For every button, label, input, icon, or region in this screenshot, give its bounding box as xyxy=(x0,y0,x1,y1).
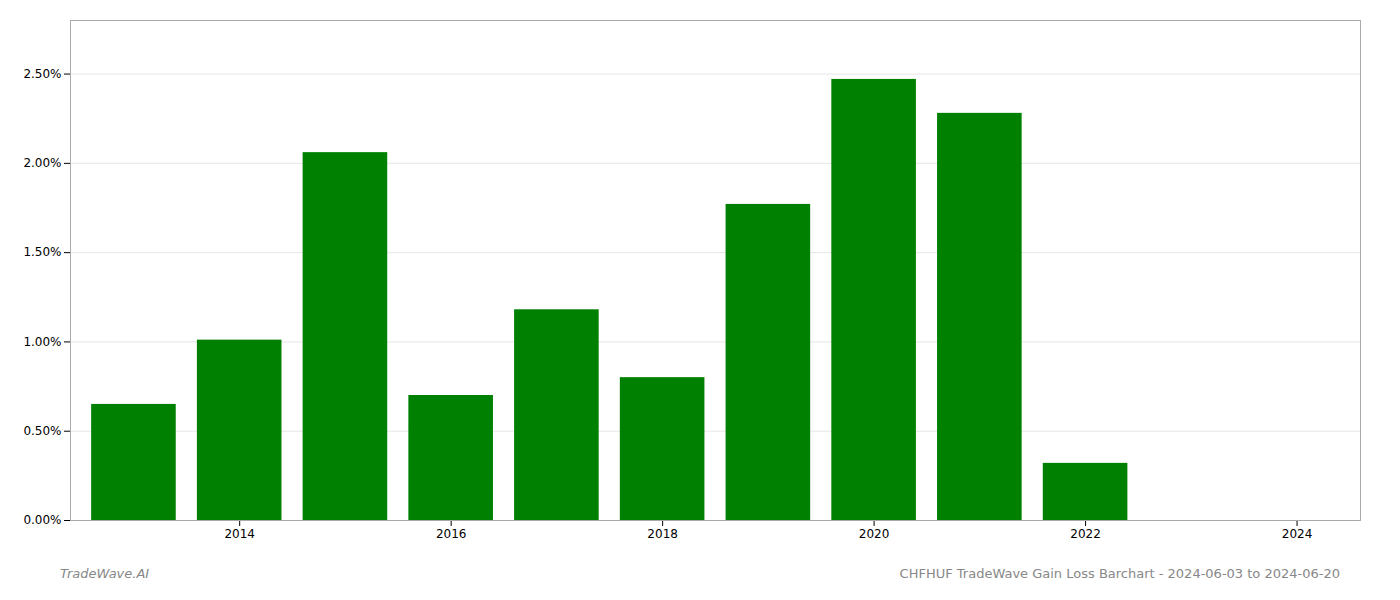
svg-text:2016: 2016 xyxy=(436,527,467,541)
svg-text:2.00%: 2.00% xyxy=(23,156,61,170)
svg-text:2018: 2018 xyxy=(647,527,678,541)
svg-text:0.00%: 0.00% xyxy=(23,513,61,527)
svg-text:0.50%: 0.50% xyxy=(23,424,61,438)
svg-text:2022: 2022 xyxy=(1070,527,1101,541)
svg-text:2020: 2020 xyxy=(859,527,890,541)
svg-text:1.00%: 1.00% xyxy=(23,335,61,349)
svg-text:2014: 2014 xyxy=(224,527,255,541)
svg-text:1.50%: 1.50% xyxy=(23,245,61,259)
svg-text:2024: 2024 xyxy=(1282,527,1313,541)
html-text:CHFHUF TradeWave Gain Loss Bar: CHFHUF TradeWave Gain Loss Barchart - 20… xyxy=(899,566,1340,581)
html-text:TradeWave.AI: TradeWave.AI xyxy=(60,566,150,581)
svg-text:2.50%: 2.50% xyxy=(23,67,61,81)
